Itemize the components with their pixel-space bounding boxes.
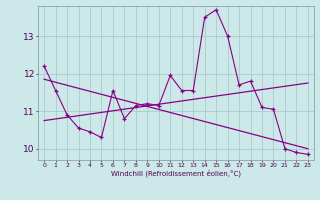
X-axis label: Windchill (Refroidissement éolien,°C): Windchill (Refroidissement éolien,°C) — [111, 170, 241, 177]
